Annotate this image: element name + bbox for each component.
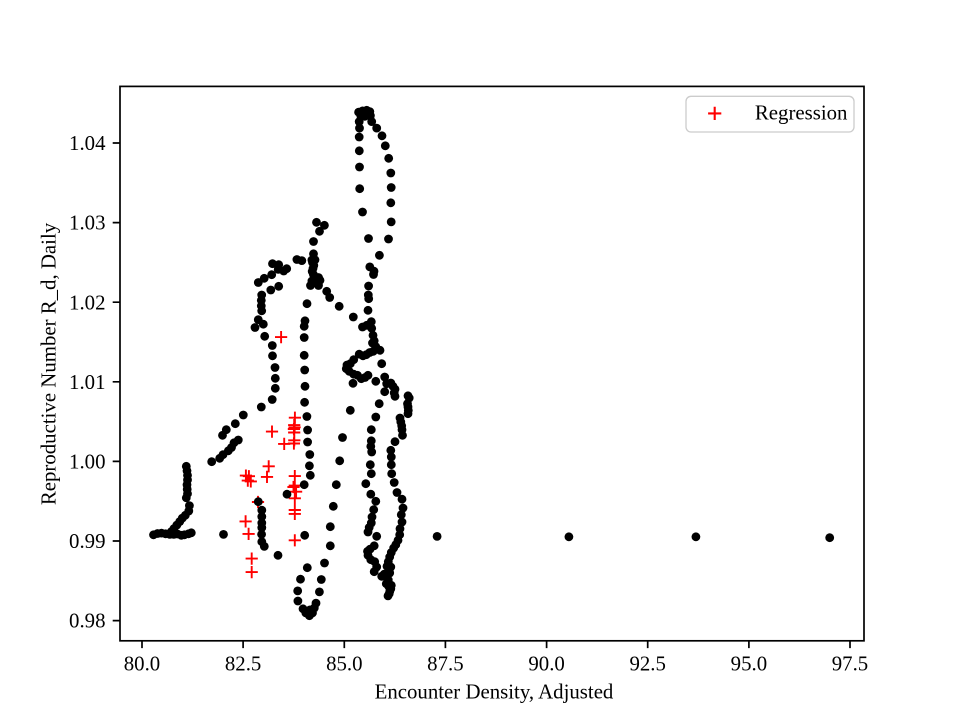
- svg-text:80.0: 80.0: [124, 651, 160, 675]
- svg-text:87.5: 87.5: [427, 651, 463, 675]
- svg-text:Reproductive Number R_d, Daily: Reproductive Number R_d, Daily: [36, 222, 60, 505]
- svg-text:0.98: 0.98: [69, 609, 105, 633]
- svg-text:95.0: 95.0: [731, 651, 767, 675]
- svg-text:Regression: Regression: [755, 101, 848, 125]
- svg-text:97.5: 97.5: [832, 651, 868, 675]
- svg-text:1.03: 1.03: [69, 211, 105, 235]
- svg-text:85.0: 85.0: [326, 651, 362, 675]
- svg-text:1.02: 1.02: [69, 290, 105, 314]
- svg-text:92.5: 92.5: [629, 651, 665, 675]
- svg-text:82.5: 82.5: [225, 651, 261, 675]
- svg-text:1.04: 1.04: [69, 131, 106, 155]
- svg-text:1.00: 1.00: [69, 450, 105, 474]
- svg-text:90.0: 90.0: [528, 651, 564, 675]
- svg-text:Encounter Density, Adjusted: Encounter Density, Adjusted: [375, 679, 614, 703]
- svg-text:1.01: 1.01: [69, 370, 105, 394]
- svg-text:0.99: 0.99: [69, 529, 105, 553]
